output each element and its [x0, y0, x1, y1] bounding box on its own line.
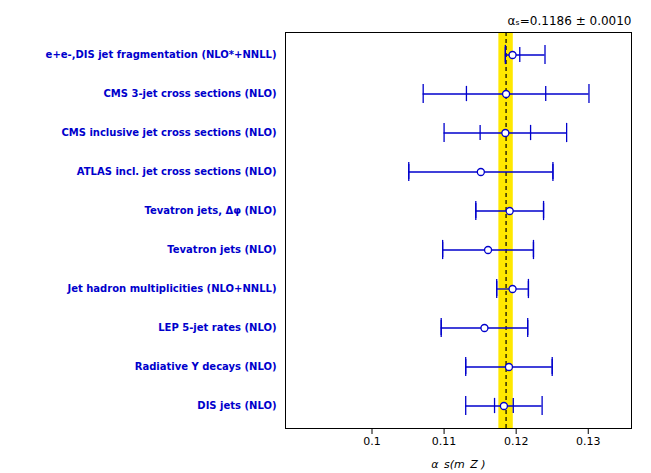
svg-text:0.13: 0.13 [576, 435, 601, 448]
svg-text:ATLAS incl. jet cross sections: ATLAS incl. jet cross sections (NLO) [77, 166, 277, 177]
svg-text:CMS inclusive jet cross sectio: CMS inclusive jet cross sections (NLO) [61, 127, 276, 138]
svg-text:DIS jets (NLO): DIS jets (NLO) [197, 400, 276, 411]
svg-text:Tevatron jets (NLO): Tevatron jets (NLO) [167, 244, 276, 255]
svg-text:e+e-,DIS jet fragmentation (NL: e+e-,DIS jet fragmentation (NLO*+NNLL) [46, 49, 277, 60]
svg-text:LEP 5-jet rates (NLO): LEP 5-jet rates (NLO) [158, 322, 276, 333]
svg-text:0.1: 0.1 [363, 435, 381, 448]
svg-text:α_s(m_Z ): α_s(m_Z ) [431, 458, 485, 471]
svg-text:Jet hadron multiplicities (NLO: Jet hadron multiplicities (NLO+NNLL) [66, 283, 276, 294]
svg-text:Radiative Υ decays (NLO): Radiative Υ decays (NLO) [135, 361, 277, 372]
svg-text:0.12: 0.12 [504, 435, 529, 448]
svg-text:0.11: 0.11 [432, 435, 457, 448]
svg-text:αₛ=0.1186 ± 0.0010: αₛ=0.1186 ± 0.0010 [507, 14, 631, 28]
svg-text:Tevatron jets, Δφ (NLO): Tevatron jets, Δφ (NLO) [144, 205, 276, 216]
svg-text:CMS 3-jet cross sections (NLO): CMS 3-jet cross sections (NLO) [104, 88, 277, 99]
